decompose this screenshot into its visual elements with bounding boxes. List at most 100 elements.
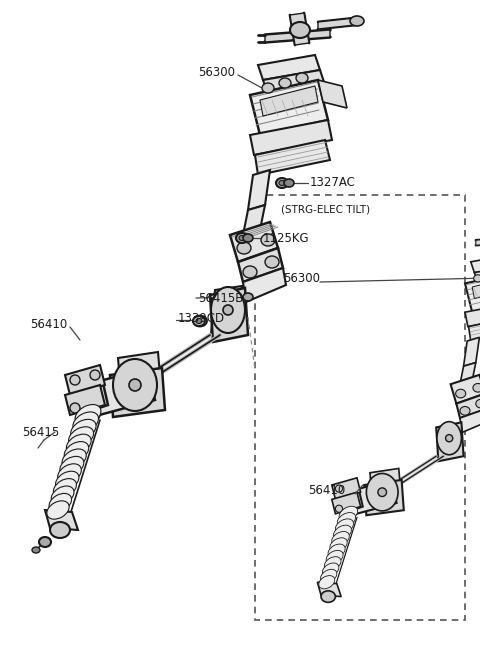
Polygon shape [118, 352, 160, 381]
Polygon shape [213, 286, 242, 312]
Ellipse shape [243, 234, 253, 242]
Ellipse shape [90, 370, 100, 380]
Ellipse shape [319, 576, 335, 589]
Ellipse shape [239, 236, 245, 240]
Polygon shape [250, 120, 332, 155]
Polygon shape [243, 205, 265, 235]
Ellipse shape [129, 379, 141, 391]
Ellipse shape [279, 78, 291, 88]
Polygon shape [464, 337, 480, 366]
Text: 56300: 56300 [283, 272, 320, 284]
Polygon shape [65, 385, 105, 415]
Ellipse shape [56, 471, 79, 491]
Ellipse shape [243, 266, 257, 278]
Ellipse shape [336, 519, 353, 534]
Polygon shape [465, 272, 480, 312]
Ellipse shape [49, 493, 72, 512]
Ellipse shape [75, 405, 101, 426]
Text: 56415B: 56415B [198, 291, 243, 305]
Polygon shape [210, 288, 248, 342]
Text: (STRG-ELEC TILT): (STRG-ELEC TILT) [281, 205, 370, 215]
Ellipse shape [64, 441, 89, 462]
Polygon shape [258, 55, 320, 80]
Polygon shape [436, 422, 464, 461]
Polygon shape [263, 70, 325, 95]
Polygon shape [211, 308, 240, 334]
Polygon shape [472, 277, 480, 299]
Ellipse shape [70, 375, 80, 385]
Ellipse shape [261, 234, 275, 246]
Ellipse shape [51, 486, 74, 505]
Ellipse shape [262, 83, 274, 93]
Ellipse shape [473, 383, 480, 392]
Polygon shape [318, 18, 355, 29]
Ellipse shape [460, 407, 470, 415]
Polygon shape [255, 140, 330, 175]
Text: 56415: 56415 [22, 426, 59, 438]
Ellipse shape [32, 547, 40, 553]
Polygon shape [370, 468, 400, 489]
Ellipse shape [324, 557, 341, 571]
Text: 56410: 56410 [308, 483, 345, 496]
Polygon shape [456, 394, 480, 418]
Ellipse shape [66, 434, 91, 455]
Ellipse shape [193, 316, 205, 326]
Polygon shape [474, 265, 480, 284]
Ellipse shape [211, 287, 245, 333]
Ellipse shape [339, 506, 358, 521]
Ellipse shape [336, 485, 343, 492]
Text: 56410: 56410 [30, 318, 67, 331]
Ellipse shape [265, 256, 279, 268]
Ellipse shape [50, 522, 70, 538]
Ellipse shape [69, 427, 94, 447]
Ellipse shape [236, 233, 248, 243]
Ellipse shape [53, 479, 76, 498]
Ellipse shape [58, 464, 82, 483]
Ellipse shape [321, 569, 337, 583]
Ellipse shape [90, 410, 100, 420]
Ellipse shape [279, 181, 285, 185]
Ellipse shape [223, 305, 233, 315]
Ellipse shape [71, 419, 96, 440]
Bar [255, 195, 465, 620]
Polygon shape [238, 248, 283, 282]
Ellipse shape [334, 525, 351, 540]
Ellipse shape [330, 538, 347, 552]
Ellipse shape [476, 400, 480, 408]
Polygon shape [290, 13, 309, 45]
Polygon shape [70, 370, 108, 415]
Ellipse shape [284, 179, 294, 187]
Ellipse shape [60, 457, 84, 476]
Ellipse shape [193, 316, 207, 326]
Polygon shape [468, 316, 480, 341]
Polygon shape [460, 363, 476, 384]
Ellipse shape [336, 505, 343, 512]
Text: 1339CD: 1339CD [178, 312, 225, 324]
Polygon shape [248, 170, 270, 210]
Text: 1327AC: 1327AC [310, 176, 356, 189]
Ellipse shape [326, 550, 343, 564]
Ellipse shape [73, 412, 98, 433]
Polygon shape [465, 301, 480, 327]
Ellipse shape [243, 293, 253, 301]
Polygon shape [471, 255, 480, 272]
Ellipse shape [237, 242, 251, 254]
Ellipse shape [196, 318, 202, 324]
Polygon shape [265, 30, 330, 42]
Polygon shape [110, 368, 165, 417]
Ellipse shape [378, 488, 386, 496]
Polygon shape [364, 480, 404, 515]
Ellipse shape [323, 563, 339, 576]
Text: 56300: 56300 [198, 66, 235, 79]
Ellipse shape [437, 422, 461, 455]
Polygon shape [65, 365, 105, 395]
Ellipse shape [350, 16, 364, 26]
Polygon shape [250, 80, 328, 135]
Polygon shape [85, 368, 155, 417]
Text: 1125KG: 1125KG [263, 231, 310, 244]
Polygon shape [230, 222, 278, 262]
Ellipse shape [290, 22, 310, 38]
Polygon shape [476, 236, 480, 245]
Ellipse shape [39, 537, 51, 547]
Ellipse shape [328, 544, 345, 558]
